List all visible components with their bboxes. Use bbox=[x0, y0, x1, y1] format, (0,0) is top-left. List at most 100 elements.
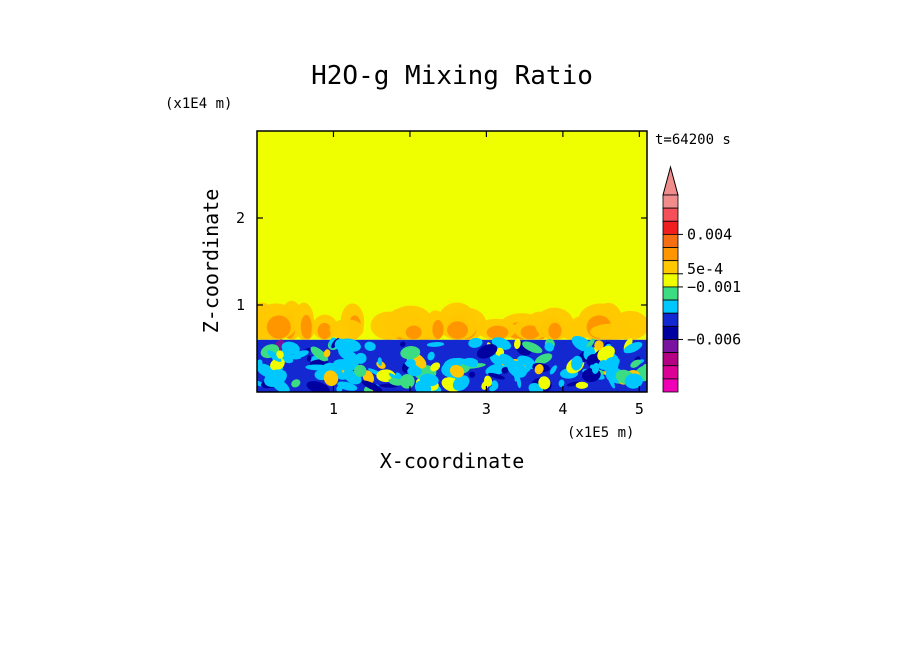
colorbar-label: −0.006 bbox=[687, 330, 741, 348]
turbulence-layer bbox=[257, 335, 647, 392]
turbulence-patch bbox=[449, 364, 465, 378]
turbulence-patch bbox=[361, 380, 383, 392]
colorbar-segment bbox=[662, 273, 679, 288]
chart-title: H2O-g Mixing Ratio bbox=[311, 61, 593, 91]
colorbar-segment bbox=[662, 339, 679, 354]
y-axis: 12 bbox=[236, 209, 647, 314]
x-tick-label: 4 bbox=[558, 400, 567, 418]
plume-core bbox=[447, 321, 469, 339]
turbulence-patch bbox=[264, 369, 287, 387]
turbulence-patch bbox=[354, 364, 367, 377]
y-tick-label: 2 bbox=[236, 209, 245, 227]
turbulence-patch bbox=[364, 341, 376, 351]
turbulence-patch bbox=[400, 341, 406, 347]
x-unit-label: (x1E5 m) bbox=[567, 425, 634, 441]
colorbar-segment bbox=[662, 220, 679, 235]
colorbar-segment bbox=[662, 365, 679, 380]
x-tick-label: 3 bbox=[482, 400, 491, 418]
colorbar-label: 5e-4 bbox=[687, 260, 723, 278]
x-tick-label: 5 bbox=[635, 400, 644, 418]
plume-core bbox=[520, 325, 540, 340]
turbulence-patch bbox=[338, 347, 359, 363]
turbulence-patch bbox=[468, 337, 483, 348]
colorbar-segment bbox=[662, 312, 679, 327]
turbulence-patch bbox=[598, 360, 609, 370]
turbulence-patch bbox=[469, 371, 476, 378]
turbulence-patch bbox=[405, 358, 416, 368]
colorbar-segment bbox=[662, 286, 679, 301]
turbulence-patch bbox=[571, 355, 583, 371]
plume-core bbox=[486, 325, 509, 340]
turbulence-patch bbox=[501, 366, 509, 374]
plume-core bbox=[405, 325, 422, 340]
turbulence-patch bbox=[604, 357, 619, 373]
y-tick-label: 1 bbox=[236, 296, 245, 314]
turbulence-patch bbox=[491, 380, 499, 390]
turbulence-patch bbox=[594, 340, 604, 351]
turbulence-patch bbox=[623, 342, 643, 354]
y-axis-label: Z-coordinate bbox=[199, 189, 223, 334]
plot-frame bbox=[256, 130, 648, 393]
turbulence-patch bbox=[624, 373, 643, 389]
turbulence-patch bbox=[630, 359, 641, 368]
turbulence-patch bbox=[499, 353, 517, 369]
turbulence-patch bbox=[306, 355, 312, 362]
colorbar-segment bbox=[662, 207, 679, 222]
turbulence-patch bbox=[538, 376, 551, 390]
turbulence-patch bbox=[355, 352, 367, 364]
x-tick-label: 1 bbox=[329, 400, 338, 418]
plume-core bbox=[548, 322, 562, 340]
plume bbox=[329, 319, 364, 340]
turbulence-patch bbox=[476, 344, 498, 359]
x-axis-label: X-coordinate bbox=[380, 449, 525, 473]
plume-layer bbox=[257, 300, 647, 340]
turbulence-patch bbox=[388, 378, 403, 386]
turbulence-patch bbox=[455, 357, 478, 368]
colorbar: 0.004 5e-4−0.001 −0.006 bbox=[662, 165, 741, 393]
plot-area bbox=[257, 131, 647, 392]
turbulence-patch bbox=[399, 373, 415, 389]
turbulence-patch bbox=[488, 372, 505, 380]
y-unit-label: (x1E4 m) bbox=[165, 96, 232, 112]
turbulence-patch bbox=[377, 357, 383, 366]
turbulence-patch bbox=[566, 381, 582, 387]
plume-core bbox=[266, 315, 291, 339]
turbulence-patch bbox=[407, 366, 422, 377]
x-tick-label: 2 bbox=[405, 400, 414, 418]
colorbar-segment bbox=[662, 233, 679, 248]
colorbar-segment bbox=[662, 194, 679, 209]
plume bbox=[611, 310, 647, 340]
turbulence-patch bbox=[522, 341, 543, 354]
turbulence-patch bbox=[310, 346, 328, 362]
turbulence-patch bbox=[544, 342, 555, 352]
time-label: t=64200 s bbox=[655, 132, 731, 148]
turbulence-patch bbox=[514, 338, 521, 350]
turbulence-patch bbox=[336, 385, 343, 392]
turbulence-patch bbox=[276, 350, 284, 359]
colorbar-segment bbox=[662, 352, 679, 367]
plume-core bbox=[300, 314, 312, 339]
x-axis: 1 2 3 4 5 bbox=[329, 131, 644, 418]
turbulence-patch bbox=[589, 364, 596, 369]
turbulence-patch bbox=[283, 354, 302, 360]
plume-core bbox=[432, 319, 444, 339]
colorbar-segment bbox=[662, 299, 679, 314]
colorbar-label: −0.001 bbox=[687, 278, 741, 296]
turbulence-patch bbox=[452, 375, 470, 391]
colorbar-segment bbox=[662, 325, 679, 340]
turbulence-patch bbox=[400, 346, 421, 360]
turbulence-patch bbox=[323, 370, 339, 387]
turbulence-patch bbox=[642, 364, 647, 374]
turbulence-patch bbox=[534, 353, 553, 365]
colorbar-segment bbox=[662, 260, 679, 275]
turbulence-patch bbox=[481, 380, 490, 390]
turbulence-patch bbox=[575, 381, 589, 389]
colorbar-segment bbox=[662, 378, 679, 393]
turbulence-patch bbox=[323, 349, 331, 358]
turbulence-patch bbox=[514, 373, 520, 382]
turbulence-patch bbox=[306, 381, 330, 392]
turbulence-patch bbox=[534, 364, 544, 375]
turbulence-patch bbox=[558, 379, 565, 388]
turbulence-patch bbox=[427, 351, 435, 361]
